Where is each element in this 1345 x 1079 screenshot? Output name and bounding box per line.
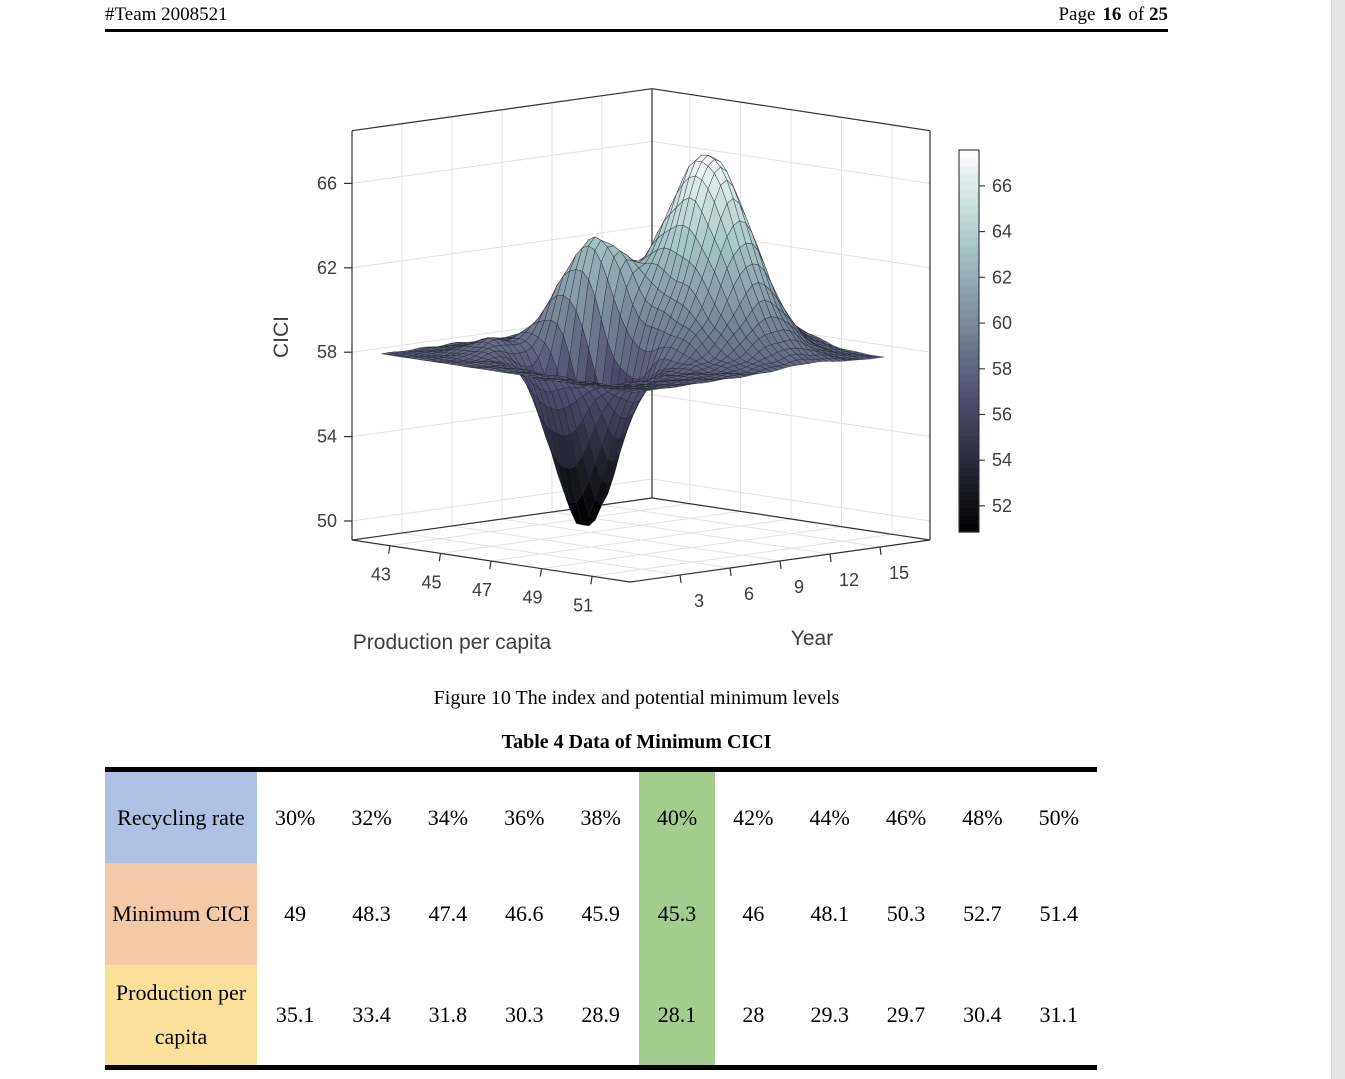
- colorbar: 52 54 56 58 60 62 64 66: [958, 149, 1012, 533]
- data-cell: 28.9: [581, 1002, 620, 1027]
- svg-text:62: 62: [992, 267, 1012, 287]
- z-axis-label: CICI: [270, 316, 293, 358]
- table-row: Recycling rate 30% 32% 34% 36% 38% 40% 42% 44% 46…: [105, 772, 1097, 863]
- data-cell: 48.3: [352, 901, 391, 926]
- data-cell: 50.3: [886, 901, 926, 926]
- svg-text:12: 12: [839, 570, 859, 590]
- data-cell: 48%: [962, 804, 1003, 830]
- svg-text:64: 64: [992, 222, 1012, 242]
- data-cell: 31.1: [1039, 1002, 1079, 1027]
- svg-text:51: 51: [573, 595, 593, 615]
- svg-text:60: 60: [992, 313, 1012, 333]
- svg-text:54: 54: [992, 450, 1012, 470]
- row-header-cell: Recycling rate: [105, 772, 257, 863]
- data-cell: 34%: [427, 804, 469, 830]
- data-cell: 49: [284, 901, 307, 926]
- svg-text:3: 3: [694, 591, 704, 611]
- page-total: 25: [1149, 4, 1168, 25]
- data-cell: 46: [742, 901, 765, 926]
- svg-text:54: 54: [317, 427, 337, 447]
- data-cell: 38%: [580, 804, 621, 830]
- data-cell: 47.4: [428, 901, 468, 926]
- data-cell: 36%: [504, 804, 545, 830]
- table-row: Minimum CICI 49 48.3 47.4 46.6 45.9 45.3 46 48.1…: [105, 863, 1097, 965]
- highlighted-data-cell: 28.1: [638, 965, 716, 1065]
- data-cell: 30.4: [963, 1002, 1002, 1027]
- svg-text:66: 66: [317, 173, 337, 193]
- data-cell: 45.9: [581, 901, 620, 926]
- header-rule: [105, 29, 1168, 32]
- data-cell: 42%: [733, 804, 774, 830]
- data-cell: 30.3: [505, 1002, 544, 1027]
- svg-text:49: 49: [523, 588, 543, 608]
- surface-mesh: [381, 154, 885, 526]
- axis-labels: 50 54 58 62 66 43 45 47 49 51 3 6 9 12 15 Production pe…: [270, 173, 909, 654]
- row-header-cell: Minimum CICI: [105, 863, 257, 965]
- x-axis-label: Production per capita: [353, 631, 552, 654]
- svg-text:66: 66: [992, 176, 1012, 196]
- svg-text:62: 62: [317, 258, 337, 278]
- cici-surface-chart: 50 54 58 62 66 43 45 47 49 51 3 6 9 12 15 Production pe…: [270, 88, 1012, 654]
- highlighted-data-cell: 45.3: [638, 863, 716, 965]
- data-cell: 44%: [809, 804, 850, 830]
- data-cell: 52.7: [963, 901, 1002, 926]
- data-cell: 32%: [351, 804, 392, 830]
- svg-text:47: 47: [472, 580, 492, 600]
- svg-text:43: 43: [371, 565, 391, 585]
- data-cell: 31.8: [428, 1002, 468, 1027]
- data-cell: 28: [742, 1002, 765, 1027]
- page-number: 16: [1102, 4, 1122, 25]
- data-cell: 51.4: [1039, 901, 1079, 926]
- svg-text:58: 58: [317, 342, 337, 362]
- table-caption: Table 4 Data of Minimum CICI: [501, 731, 772, 753]
- data-cell: 30%: [275, 804, 316, 830]
- svg-text:15: 15: [889, 563, 909, 583]
- table-row: Production per capita 35.1 33.4 31.8 30.3 28.…: [105, 965, 1097, 1065]
- svg-text:6: 6: [744, 584, 754, 604]
- of-word: of: [1128, 4, 1145, 25]
- svg-text:52: 52: [992, 496, 1012, 516]
- y-axis-label: Year: [791, 627, 833, 650]
- data-cell: 35.1: [275, 1002, 315, 1027]
- figure-caption: Figure 10 The index and potential minimu…: [433, 687, 840, 709]
- data-cell: 33.4: [352, 1002, 391, 1027]
- data-cell: 46%: [885, 804, 927, 830]
- data-cell: 50%: [1038, 804, 1079, 830]
- svg-text:9: 9: [794, 577, 804, 597]
- data-table: Recycling rate 30% 32% 34% 36% 38% 40% 42% 44% 46…: [105, 767, 1097, 1070]
- data-cell: 48.1: [810, 901, 849, 926]
- svg-text:56: 56: [992, 404, 1012, 424]
- data-cell: 29.3: [810, 1002, 849, 1027]
- svg-text:50: 50: [317, 511, 337, 531]
- right-page-edge: [1331, 0, 1345, 1079]
- team-id: #Team 2008521: [105, 4, 228, 25]
- page-word: Page: [1058, 4, 1096, 25]
- data-cell: 46.6: [505, 901, 544, 926]
- data-cell: 29.7: [886, 1002, 926, 1027]
- page-indicator: Page 16 of 25: [1020, 4, 1168, 26]
- svg-text:45: 45: [421, 572, 441, 592]
- highlighted-data-cell: 40%: [638, 772, 716, 863]
- svg-text:58: 58: [992, 359, 1012, 379]
- row-header-cell: Production per capita: [105, 965, 257, 1065]
